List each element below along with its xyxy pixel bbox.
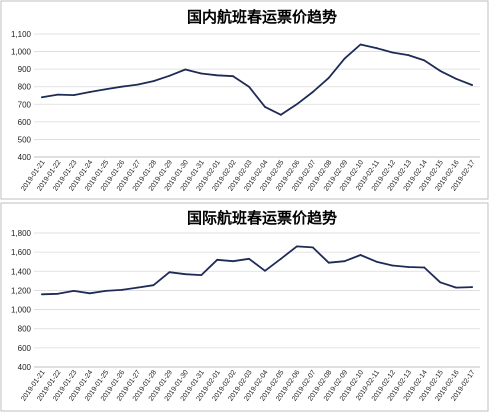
series-line xyxy=(41,43,473,116)
chart-title: 国内航班春运票价趋势 xyxy=(187,8,337,26)
data-point xyxy=(168,271,171,274)
data-point xyxy=(359,43,362,46)
data-point xyxy=(423,59,426,62)
data-point xyxy=(216,74,219,77)
y-tick-label: 1,400 xyxy=(11,267,32,276)
data-point xyxy=(327,261,330,264)
y-tick-label: 400 xyxy=(18,363,32,372)
data-point xyxy=(455,286,458,289)
data-point xyxy=(88,91,91,93)
y-tick-label: 800 xyxy=(18,325,32,334)
data-point xyxy=(56,292,59,295)
data-point xyxy=(439,281,442,284)
y-tick-label: 800 xyxy=(18,83,32,92)
y-tick-label: 1,000 xyxy=(11,48,32,57)
data-point xyxy=(184,68,187,71)
series-line xyxy=(41,245,473,296)
data-point xyxy=(184,273,187,276)
data-point xyxy=(168,74,171,77)
data-point xyxy=(200,72,203,75)
data-point xyxy=(279,113,282,116)
y-tick-label: 1,800 xyxy=(11,229,32,238)
data-point xyxy=(120,289,123,291)
data-point xyxy=(407,54,410,56)
data-point xyxy=(343,260,346,263)
data-point xyxy=(136,83,139,86)
data-point xyxy=(423,266,426,269)
data-point xyxy=(248,257,250,260)
data-point xyxy=(104,88,107,91)
data-point xyxy=(359,254,362,256)
chart-panel-1: 国内航班春运票价趋势4005006007008009001,0001,10020… xyxy=(0,0,489,200)
y-tick-label: 900 xyxy=(18,65,32,74)
chart-title: 国际航班春运票价趋势 xyxy=(187,209,337,227)
panel-frame xyxy=(0,202,489,412)
data-point xyxy=(248,85,250,88)
data-point xyxy=(295,103,298,106)
y-tick-label: 1,100 xyxy=(11,30,32,39)
data-point xyxy=(391,51,394,54)
data-point xyxy=(375,260,378,263)
data-point xyxy=(41,96,43,99)
data-point xyxy=(56,93,59,96)
y-tick-label: 1,200 xyxy=(11,286,32,295)
data-point xyxy=(216,258,219,261)
data-point xyxy=(407,266,410,268)
data-point xyxy=(311,91,314,93)
data-point xyxy=(391,264,394,267)
data-point xyxy=(311,246,314,249)
data-point xyxy=(455,77,458,80)
data-point xyxy=(88,292,91,295)
data-point xyxy=(41,293,43,296)
y-tick-label: 700 xyxy=(18,100,32,109)
data-point xyxy=(72,94,75,97)
data-point xyxy=(343,57,346,60)
y-tick-label: 1,000 xyxy=(11,306,32,315)
y-tick-label: 1,600 xyxy=(11,248,32,257)
data-point xyxy=(264,269,266,272)
y-tick-label: 600 xyxy=(18,344,32,353)
data-point xyxy=(471,84,473,86)
y-tick-label: 600 xyxy=(18,118,32,127)
data-point xyxy=(471,286,473,288)
data-point xyxy=(264,106,266,108)
chart-panel-2: 国际航班春运票价趋势 400 600 800 1,000 1,200 1,400 1,600 1… xyxy=(0,202,489,412)
data-point xyxy=(232,75,235,78)
data-point xyxy=(439,70,442,72)
y-tick-label: 500 xyxy=(18,135,32,144)
data-point xyxy=(120,85,123,88)
data-point xyxy=(136,286,139,289)
data-point xyxy=(104,290,107,292)
data-point xyxy=(200,274,203,277)
data-point xyxy=(152,80,155,82)
data-point xyxy=(232,260,235,263)
data-point xyxy=(375,47,378,49)
data-point xyxy=(152,284,155,287)
data-point xyxy=(72,290,75,292)
data-point xyxy=(327,77,330,79)
data-point xyxy=(279,257,282,260)
y-tick-label: 400 xyxy=(18,153,32,162)
data-point xyxy=(295,245,298,248)
